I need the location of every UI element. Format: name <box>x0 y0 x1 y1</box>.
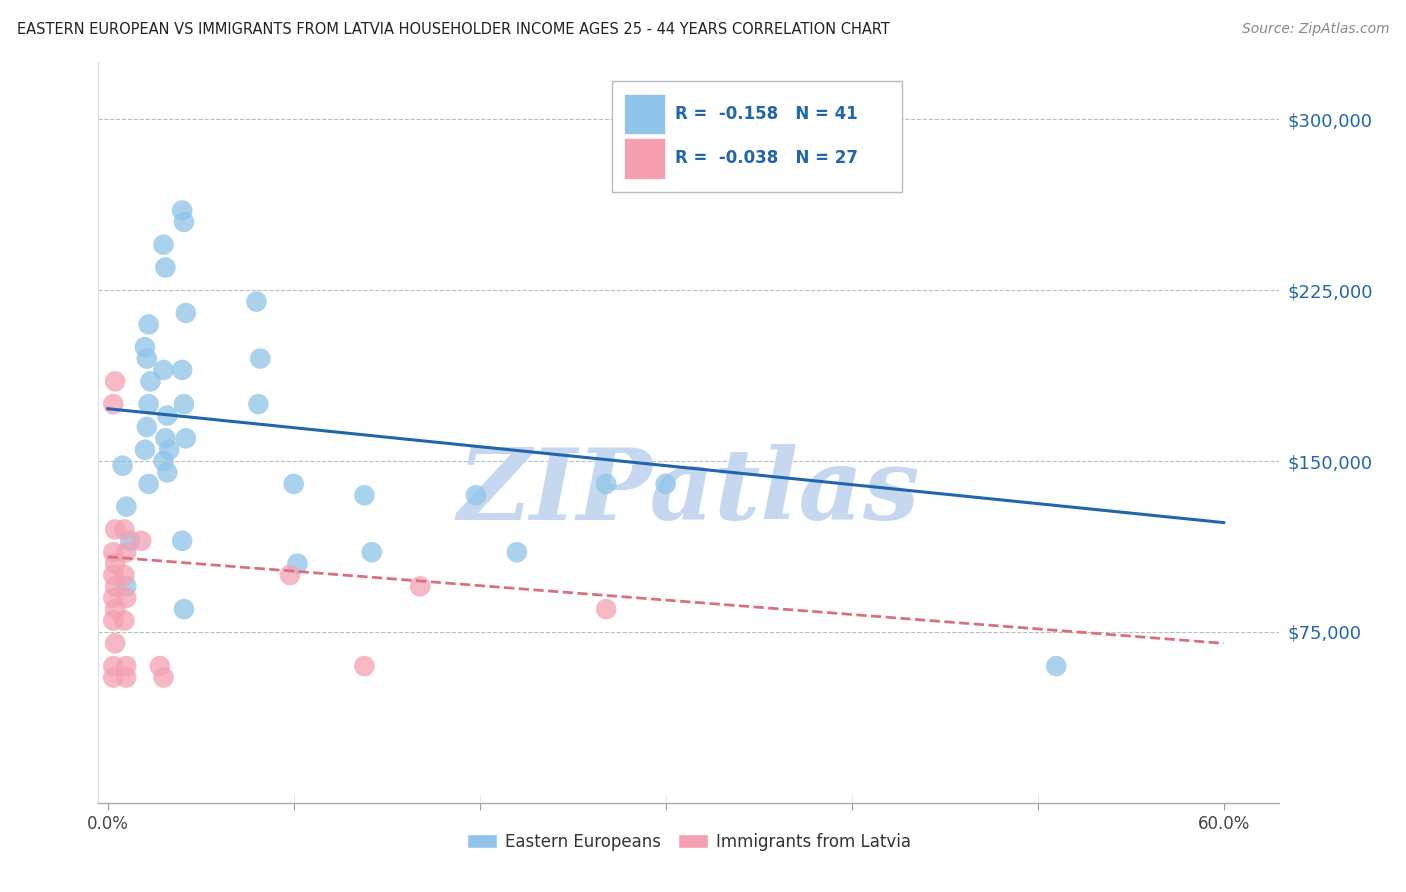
Point <box>152 237 174 252</box>
Point <box>104 557 127 571</box>
Point <box>155 431 177 445</box>
Point <box>104 523 127 537</box>
Point <box>104 579 127 593</box>
Point <box>173 602 195 616</box>
Text: ZIPatlas: ZIPatlas <box>458 443 920 540</box>
Point <box>287 557 309 571</box>
Point <box>115 591 138 605</box>
FancyBboxPatch shape <box>624 138 665 178</box>
Text: R =  -0.158   N = 41: R = -0.158 N = 41 <box>675 104 858 122</box>
Point <box>114 523 136 537</box>
Point <box>103 545 125 559</box>
Text: Source: ZipAtlas.com: Source: ZipAtlas.com <box>1241 22 1389 37</box>
FancyBboxPatch shape <box>624 94 665 135</box>
Point <box>353 488 375 502</box>
Point <box>135 351 157 366</box>
Point <box>138 397 160 411</box>
Point <box>152 671 174 685</box>
Legend: Eastern Europeans, Immigrants from Latvia: Eastern Europeans, Immigrants from Latvi… <box>460 826 918 857</box>
FancyBboxPatch shape <box>612 81 901 192</box>
Point <box>353 659 375 673</box>
Point <box>104 375 127 389</box>
Point <box>152 363 174 377</box>
Point <box>174 431 197 445</box>
Text: EASTERN EUROPEAN VS IMMIGRANTS FROM LATVIA HOUSEHOLDER INCOME AGES 25 - 44 YEARS: EASTERN EUROPEAN VS IMMIGRANTS FROM LATV… <box>17 22 890 37</box>
Point <box>111 458 134 473</box>
Point <box>360 545 382 559</box>
Point <box>174 306 197 320</box>
Point <box>115 659 138 673</box>
Point <box>114 614 136 628</box>
Point <box>103 397 125 411</box>
Point <box>129 533 152 548</box>
Point <box>155 260 177 275</box>
Point <box>173 215 195 229</box>
Point <box>115 671 138 685</box>
Point <box>152 454 174 468</box>
Point <box>114 568 136 582</box>
Point <box>172 203 194 218</box>
Point <box>595 476 617 491</box>
Point <box>104 636 127 650</box>
Point <box>156 466 179 480</box>
Point <box>249 351 271 366</box>
Point <box>138 318 160 332</box>
Point <box>654 476 676 491</box>
Point <box>115 500 138 514</box>
Point <box>103 671 125 685</box>
Point <box>172 363 194 377</box>
Point <box>465 488 488 502</box>
Point <box>103 659 125 673</box>
Point <box>149 659 172 673</box>
Point <box>104 602 127 616</box>
Point <box>138 476 160 491</box>
Point <box>172 533 194 548</box>
Point <box>173 397 195 411</box>
Point <box>283 476 305 491</box>
Point <box>506 545 529 559</box>
Point <box>103 614 125 628</box>
Point <box>245 294 267 309</box>
Point <box>1045 659 1067 673</box>
Point <box>157 442 180 457</box>
Point <box>278 568 301 582</box>
Point <box>409 579 432 593</box>
Point <box>247 397 270 411</box>
Point <box>115 545 138 559</box>
Point <box>134 340 156 354</box>
Point <box>103 591 125 605</box>
Text: R =  -0.038   N = 27: R = -0.038 N = 27 <box>675 149 858 167</box>
Point <box>103 568 125 582</box>
Point <box>139 375 162 389</box>
Point <box>135 420 157 434</box>
Point <box>156 409 179 423</box>
Point <box>115 579 138 593</box>
Point <box>118 533 141 548</box>
Point <box>134 442 156 457</box>
Point <box>595 602 617 616</box>
